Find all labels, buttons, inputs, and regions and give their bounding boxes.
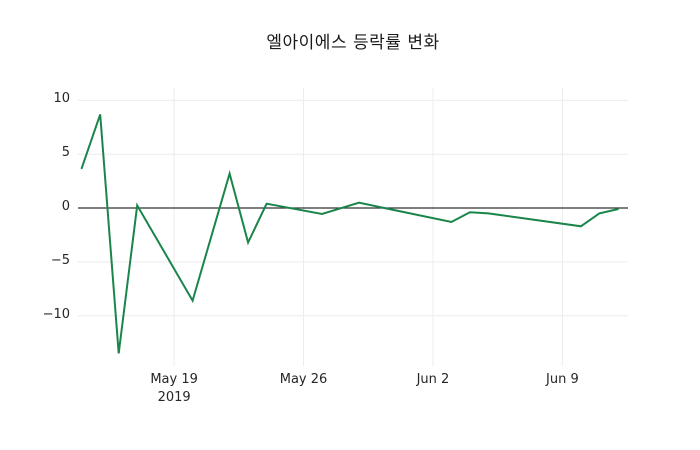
chart-title: 엘아이에스 등락률 변화 [266, 33, 440, 53]
x-tick-label: May 26 [279, 372, 328, 387]
vertical-gridlines [173, 88, 563, 366]
price-change-line [80, 114, 619, 354]
x-tick-label: Jun 2 [416, 372, 450, 387]
x-tick-label: Jun 9 [546, 372, 579, 387]
x-tick-label: May 19 2019 [150, 372, 198, 405]
y-tick-label: 5 [61, 145, 70, 161]
y-tick-label: 10 [53, 91, 70, 107]
y-tick-label: −5 [50, 252, 70, 268]
y-tick-label: −10 [42, 306, 70, 322]
y-tick-label: 0 [61, 199, 70, 215]
series-lines [80, 114, 619, 354]
